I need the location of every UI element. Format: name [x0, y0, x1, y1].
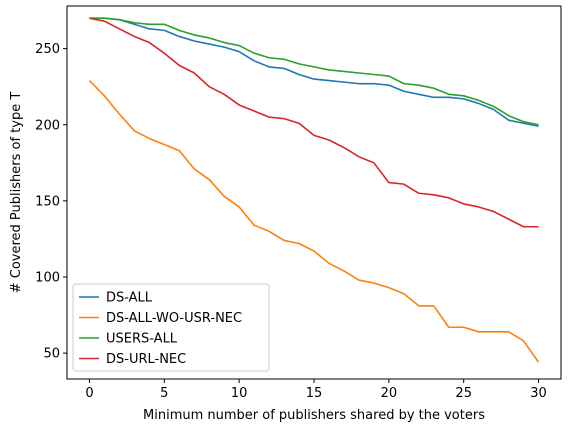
legend-label-2: USERS-ALL [106, 332, 178, 347]
x-tick-label-2: 10 [231, 386, 248, 401]
x-tick-label-0: 0 [85, 386, 93, 401]
legend: DS-ALL DS-ALL-WO-USR-NEC USERS-ALL DS-URL-N… [72, 283, 270, 372]
x-tick-label-4: 20 [381, 386, 398, 401]
y-tick-label-0: 50 [43, 347, 60, 362]
x-tick-label-5: 25 [455, 386, 472, 401]
ticks-layer: 0 5 10 15 20 25 30 50 100 150 200 250 [35, 42, 547, 401]
x-tick-label-6: 30 [530, 386, 547, 401]
series-layer [88, 17, 540, 363]
series-line-3 [89, 17, 539, 228]
x-axis-label: Minimum number of publishers shared by t… [143, 408, 485, 423]
legend-box [72, 283, 270, 372]
x-tick-label-1: 5 [160, 386, 168, 401]
y-axis-label: # Covered Publishers of type T [9, 92, 24, 294]
x-tick-label-3: 15 [306, 386, 323, 401]
legend-label-3: DS-URL-NEC [106, 352, 186, 367]
y-tick-label-1: 100 [35, 270, 60, 285]
series-line-1 [88, 80, 540, 363]
legend-label-1: DS-ALL-WO-USR-NEC [106, 311, 242, 326]
y-tick-label-3: 200 [35, 118, 60, 133]
y-tick-label-2: 150 [35, 194, 60, 209]
series-line-0 [89, 17, 539, 128]
legend-label-0: DS-ALL [106, 291, 153, 306]
y-tick-label-4: 250 [35, 42, 60, 57]
series-line-2 [89, 17, 539, 126]
